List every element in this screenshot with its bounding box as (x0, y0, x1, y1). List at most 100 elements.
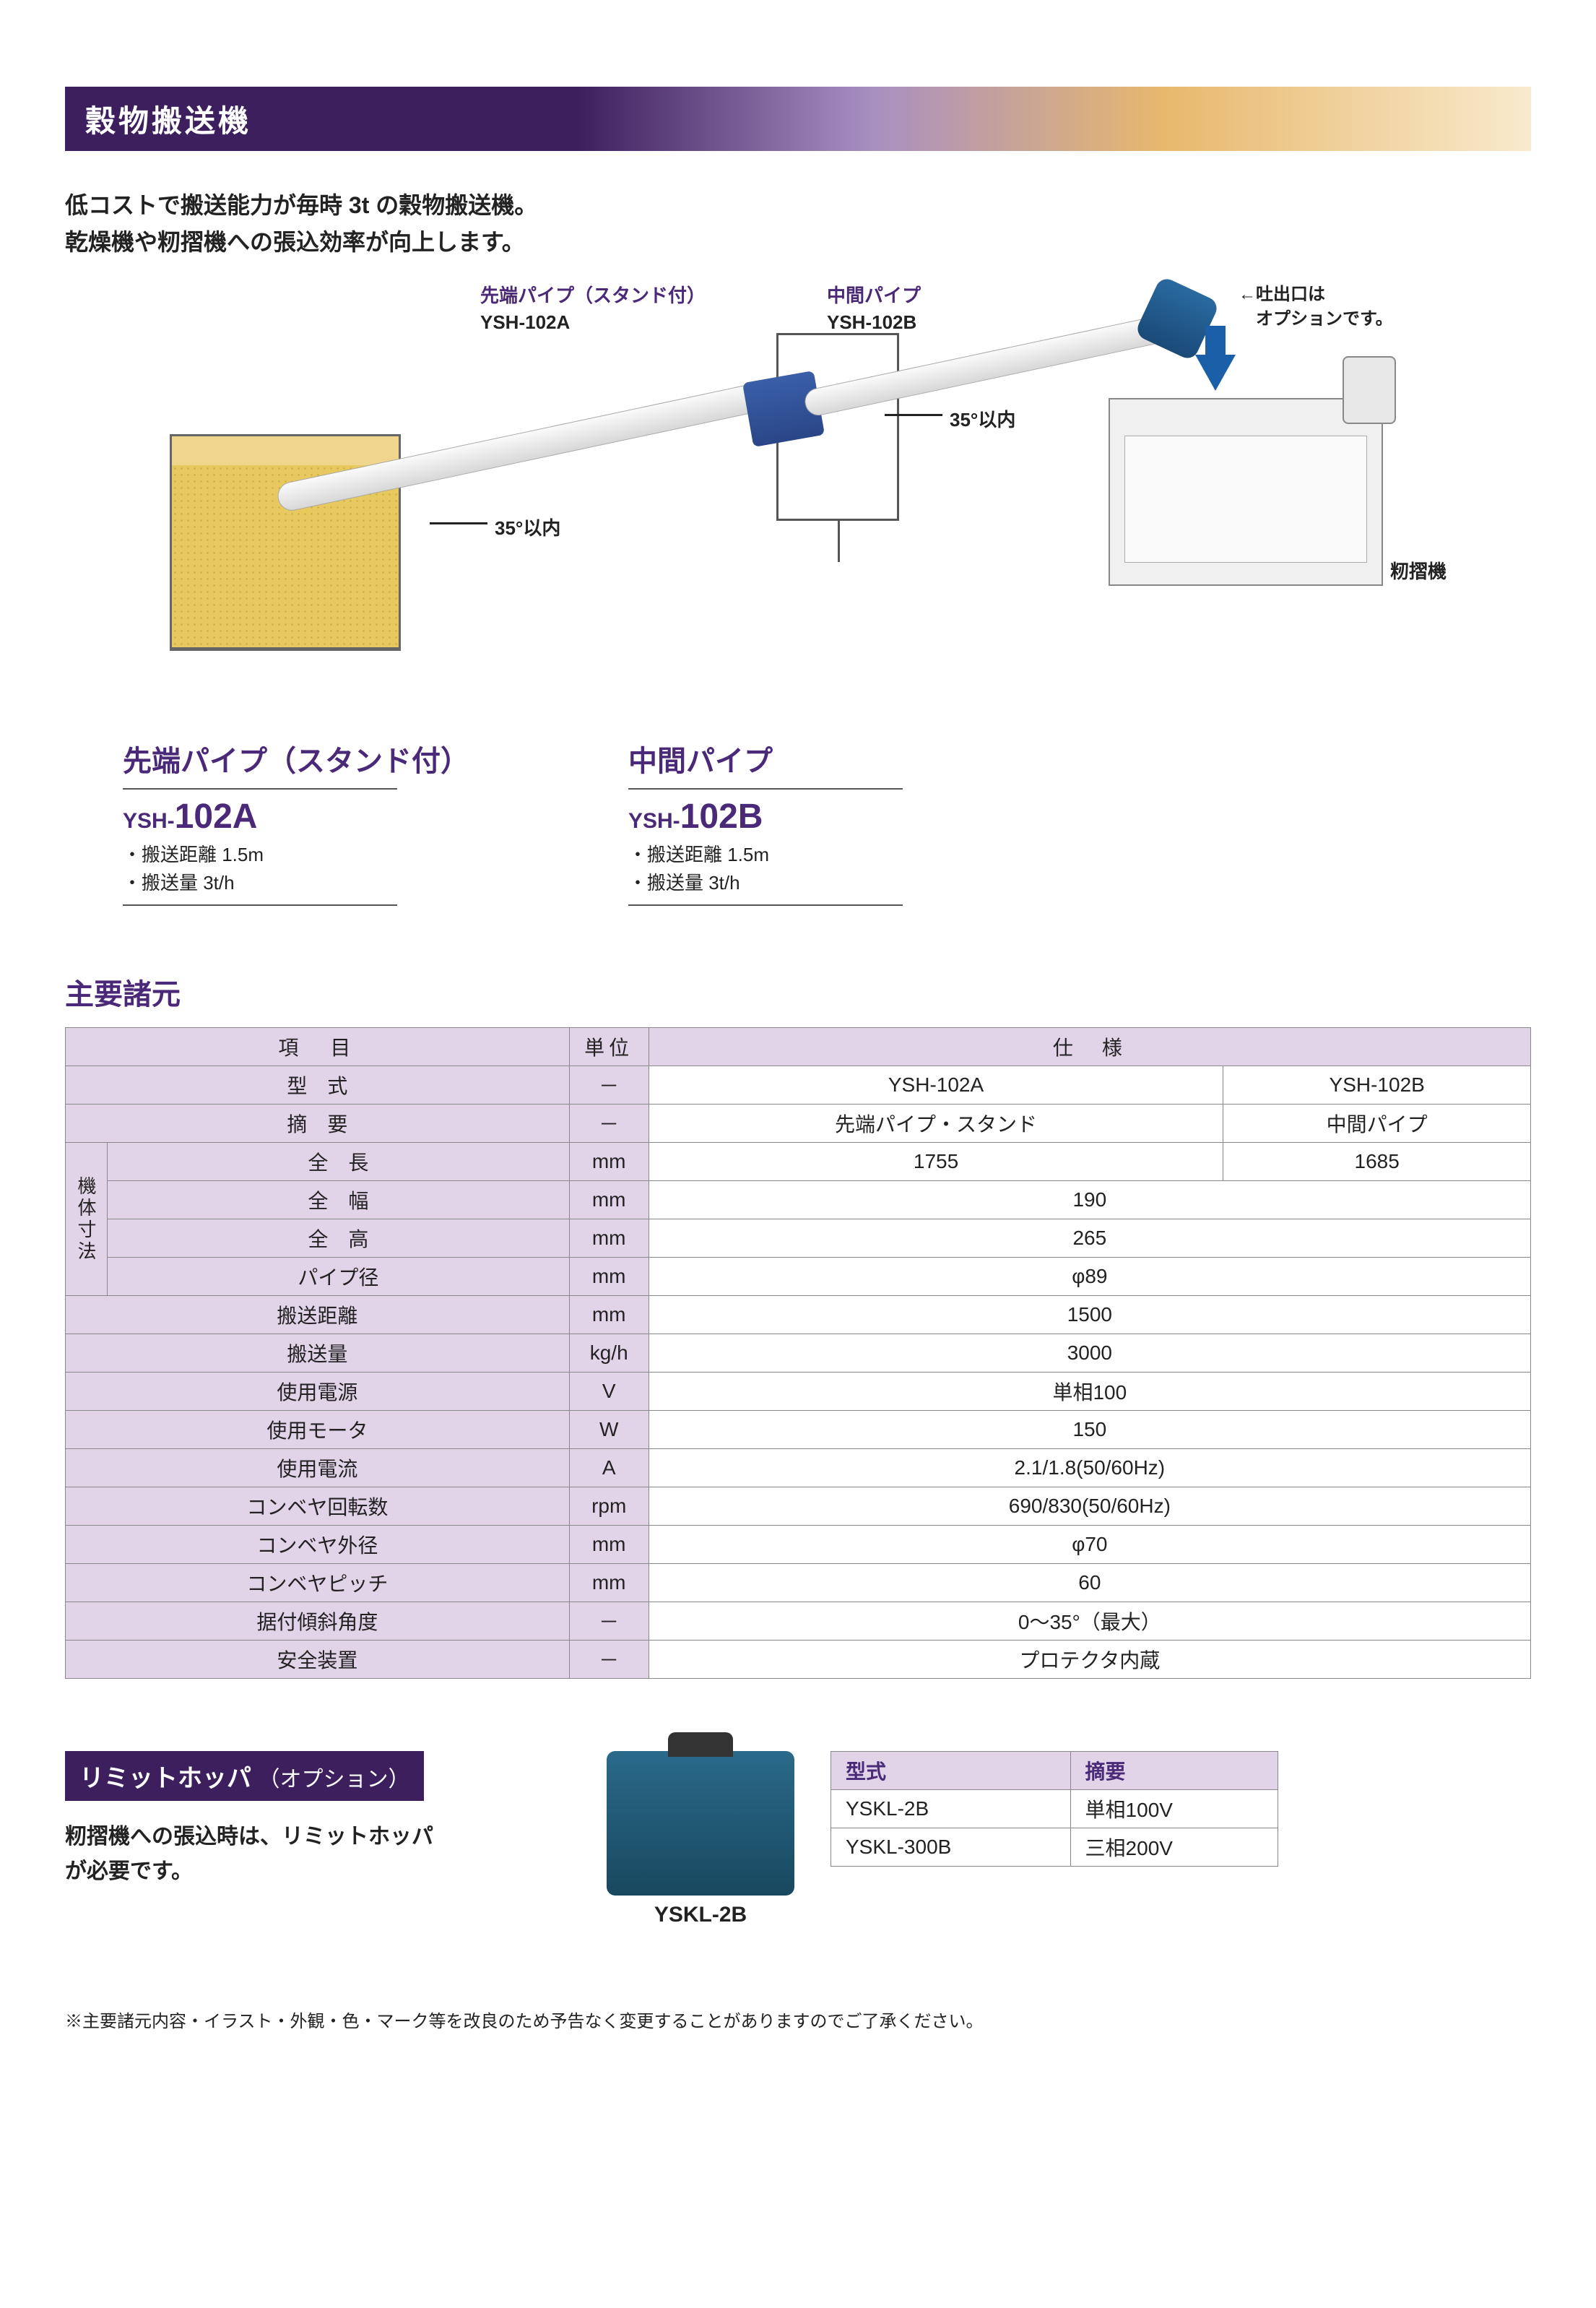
separator (123, 904, 397, 906)
table-row: 摘 要 － 先端パイプ・スタンド 中間パイプ (66, 1105, 1531, 1143)
intro-text: 低コストで搬送能力が毎時 3t の穀物搬送機。 乾燥機や籾摺機への張込効率が向上… (65, 187, 1531, 261)
product-diagram: 35°以内 35°以内 先端パイプ（スタンド付） YSH-102A 中間パイプ … (112, 304, 1484, 680)
option-caption: YSKL-2B (607, 1903, 794, 1927)
option-image-wrap: YSKL-2B (607, 1751, 794, 1927)
th-item: 項 目 (66, 1028, 570, 1066)
machine-label: 籾摺機 (1390, 557, 1447, 584)
option-text-2: が必要です。 (65, 1854, 571, 1889)
cell: 1500 (649, 1296, 1530, 1334)
table-row: 据付傾斜角度 － 0～35°（最大） (66, 1602, 1531, 1641)
th-spec: 仕 様 (649, 1028, 1530, 1066)
cell: 690/830(50/60Hz) (649, 1487, 1530, 1526)
option-text-1: 籾摺機への張込時は、リミットホッパ (65, 1820, 571, 1854)
cell: 型 式 (66, 1066, 570, 1105)
table-row: コンベヤピッチ mm 60 (66, 1564, 1531, 1602)
cell: 中間パイプ (1223, 1105, 1531, 1143)
option-left: リミットホッパ （オプション） 籾摺機への張込時は、リミットホッパ が必要です。 (65, 1751, 571, 1889)
cell: 全 長 (108, 1143, 570, 1181)
cell: YSH-102B (1223, 1066, 1531, 1105)
cell: YSKL-2B (831, 1790, 1071, 1828)
option-header: リミットホッパ （オプション） (65, 1751, 424, 1801)
cell: コンベヤピッチ (66, 1564, 570, 1602)
cell: rpm (569, 1487, 649, 1526)
diagram-label-a-model: YSH-102A (480, 309, 706, 335)
angle-b-label: 35°以内 (950, 405, 1015, 432)
cell: 三相200V (1070, 1828, 1278, 1867)
angle-a-label: 35°以内 (495, 514, 560, 540)
intro-line2: 乾燥機や籾摺機への張込効率が向上します。 (65, 224, 1531, 261)
option-header-paren: （オプション） (258, 1768, 409, 1791)
diagram-label-b: 中間パイプ YSH-102B (827, 282, 921, 335)
option-header-main: リミットホッパ (79, 1765, 251, 1792)
arrow-down-icon (1195, 355, 1236, 391)
cell: 使用モータ (66, 1411, 570, 1449)
cell: kg/h (569, 1334, 649, 1373)
machine-illustration (1109, 398, 1383, 586)
table-row: 搬送量 kg/h 3000 (66, 1334, 1531, 1373)
cell: 190 (649, 1181, 1530, 1219)
product-b-number: 102B (680, 798, 763, 836)
table-row: 機体寸法 全 長 mm 1755 1685 (66, 1143, 1531, 1181)
product-b: 中間パイプ YSH-102B ・搬送距離 1.5m ・搬送量 3t/h (628, 738, 1004, 906)
spec-section-title: 主要諸元 (65, 971, 1531, 1013)
cell: 安全装置 (66, 1641, 570, 1679)
cell: φ70 (649, 1526, 1530, 1564)
intro-line1: 低コストで搬送能力が毎時 3t の穀物搬送機。 (65, 187, 1531, 224)
product-a-spec1: ・搬送距離 1.5m (123, 841, 498, 869)
product-b-title: 中間パイプ (628, 738, 1004, 779)
cell: プロテクタ内蔵 (649, 1641, 1530, 1679)
cell: 先端パイプ・スタンド (649, 1105, 1223, 1143)
product-b-specs: ・搬送距離 1.5m ・搬送量 3t/h (628, 841, 1004, 897)
cell: mm (569, 1296, 649, 1334)
table-row: 安全装置 － プロテクタ内蔵 (66, 1641, 1531, 1679)
product-b-spec2: ・搬送量 3t/h (628, 869, 1004, 897)
cell: 使用電流 (66, 1449, 570, 1487)
diagram-label-b-title: 中間パイプ (827, 282, 921, 308)
cell: 据付傾斜角度 (66, 1602, 570, 1641)
product-b-prefix: YSH- (628, 809, 680, 833)
cell: 3000 (649, 1334, 1530, 1373)
cell: 単相100 (649, 1373, 1530, 1411)
dim-group: 機体寸法 (66, 1143, 108, 1296)
option-text: 籾摺機への張込時は、リミットホッパ が必要です。 (65, 1820, 571, 1889)
cell: mm (569, 1219, 649, 1258)
th-unit: 単位 (569, 1028, 649, 1066)
table-row: 型式 摘要 (831, 1752, 1278, 1790)
table-row: 型 式 － YSH-102A YSH-102B (66, 1066, 1531, 1105)
cell: 2.1/1.8(50/60Hz) (649, 1449, 1530, 1487)
table-row: 全 幅 mm 190 (66, 1181, 1531, 1219)
outlet-note-1: ←吐出口は (1239, 282, 1393, 307)
machine-inner (1124, 436, 1367, 563)
outlet-note-2: オプションです。 (1239, 307, 1393, 332)
product-b-model: YSH-102B (628, 797, 1004, 837)
product-a: 先端パイプ（スタンド付） YSH-102A ・搬送距離 1.5m ・搬送量 3t… (123, 738, 498, 906)
table-row: 項 目 単位 仕 様 (66, 1028, 1531, 1066)
cell: 265 (649, 1219, 1530, 1258)
cell: YSKL-300B (831, 1828, 1071, 1867)
cell: 0～35°（最大） (649, 1602, 1530, 1641)
cell: V (569, 1373, 649, 1411)
spec-table: 項 目 単位 仕 様 型 式 － YSH-102A YSH-102B 摘 要 －… (65, 1027, 1531, 1679)
diagram-label-a-title: 先端パイプ（スタンド付） (480, 282, 706, 308)
separator (628, 788, 903, 790)
cell: － (569, 1602, 649, 1641)
product-b-spec1: ・搬送距離 1.5m (628, 841, 1004, 869)
cell: mm (569, 1143, 649, 1181)
option-table: 型式 摘要 YSKL-2B 単相100V YSKL-300B 三相200V (830, 1751, 1278, 1867)
cell: A (569, 1449, 649, 1487)
table-row: 搬送距離 mm 1500 (66, 1296, 1531, 1334)
table-row: パイプ径 mm φ89 (66, 1258, 1531, 1296)
product-a-title: 先端パイプ（スタンド付） (123, 738, 498, 779)
product-a-specs: ・搬送距離 1.5m ・搬送量 3t/h (123, 841, 498, 897)
cell: W (569, 1411, 649, 1449)
cell: － (569, 1105, 649, 1143)
cell: mm (569, 1258, 649, 1296)
cell: YSH-102A (649, 1066, 1223, 1105)
product-a-prefix: YSH- (123, 809, 175, 833)
table-row: コンベヤ外径 mm φ70 (66, 1526, 1531, 1564)
cell: 150 (649, 1411, 1530, 1449)
cell: mm (569, 1526, 649, 1564)
diagram-label-b-model: YSH-102B (827, 309, 921, 335)
table-row: コンベヤ回転数 rpm 690/830(50/60Hz) (66, 1487, 1531, 1526)
cell: 1685 (1223, 1143, 1531, 1181)
